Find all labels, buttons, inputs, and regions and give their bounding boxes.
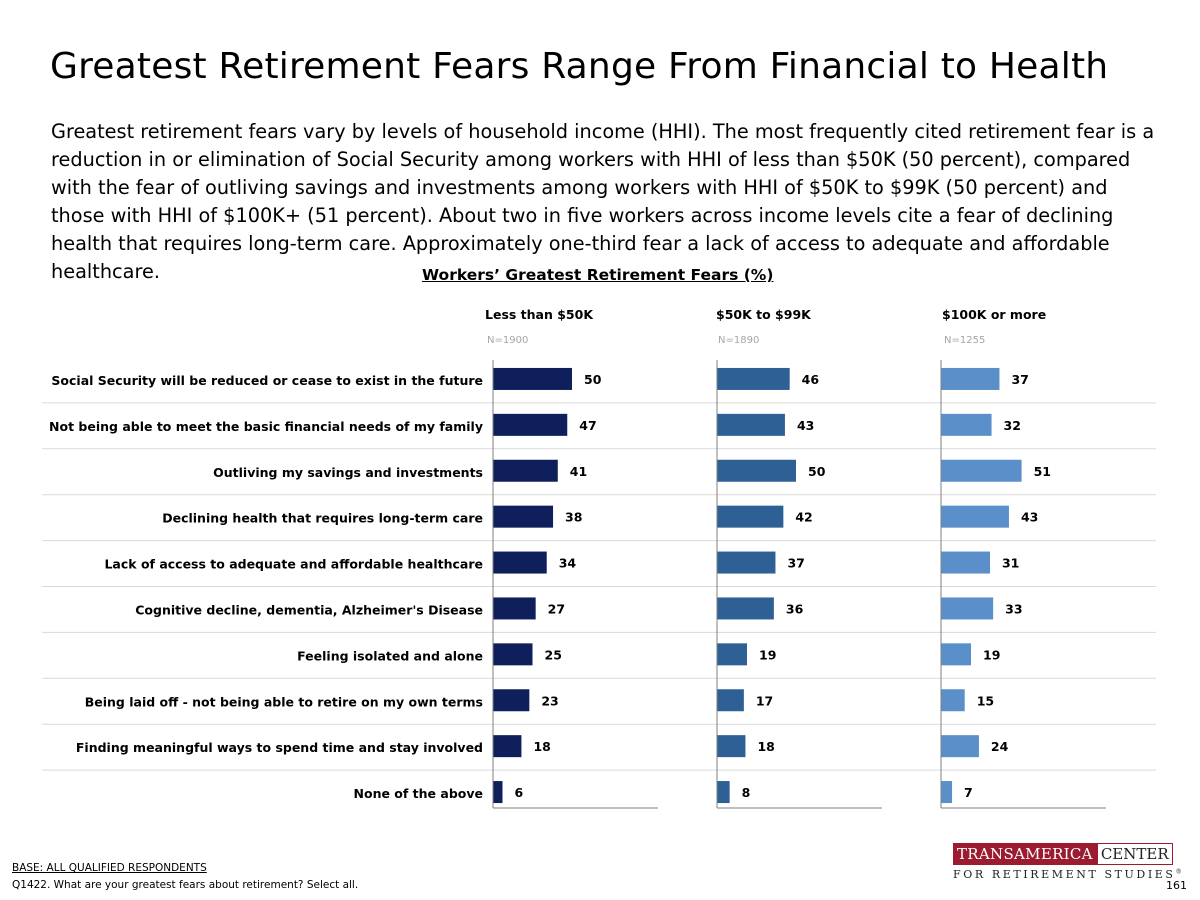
bar [717, 735, 746, 758]
category-label: Finding meaningful ways to spend time an… [76, 740, 483, 755]
data-label: 51 [1034, 464, 1051, 479]
data-label: 23 [541, 693, 558, 708]
bar [493, 459, 558, 482]
bar [941, 459, 1022, 482]
column-n-less-than-50k: N=1900 [487, 335, 529, 346]
bar [717, 459, 796, 482]
data-label: 37 [1011, 372, 1028, 387]
data-label: 37 [787, 556, 804, 571]
data-label: 43 [1021, 510, 1038, 525]
bar [717, 367, 790, 390]
bar [717, 689, 744, 712]
data-label: 18 [533, 739, 550, 754]
bar [717, 551, 776, 574]
logo-registered-mark: ® [1175, 868, 1185, 876]
base-note: BASE: ALL QUALIFIED RESPONDENTS [12, 862, 207, 874]
data-label: 19 [759, 647, 776, 662]
data-label: 50 [584, 372, 602, 387]
data-label: 34 [559, 556, 577, 571]
category-label: Lack of access to adequate and affordabl… [104, 557, 483, 572]
page-title: Greatest Retirement Fears Range From Fin… [50, 46, 1109, 87]
bar [941, 781, 953, 804]
data-label: 46 [802, 372, 820, 387]
question-note: Q1422. What are your greatest fears abou… [12, 879, 359, 891]
category-label: Cognitive decline, dementia, Alzheimer's… [135, 602, 483, 617]
bar [493, 689, 530, 712]
data-label: 8 [742, 785, 751, 800]
data-label: 19 [983, 647, 1000, 662]
bar [941, 505, 1009, 528]
bar [941, 735, 979, 758]
category-label: Social Security will be reduced or cease… [51, 373, 483, 388]
bar [493, 551, 547, 574]
category-label: Being laid off - not being able to retir… [85, 694, 483, 709]
bar [493, 643, 533, 666]
bar [493, 505, 554, 528]
column-n-50k-to-99k: N=1890 [718, 335, 760, 346]
slide-body-text: Greatest retirement fears vary by levels… [51, 120, 1155, 283]
category-label: None of the above [354, 786, 483, 801]
bar [493, 735, 522, 758]
bar [941, 551, 990, 574]
data-label: 38 [565, 510, 582, 525]
data-label: 50 [808, 464, 826, 479]
category-label: Not being able to meet the basic financi… [49, 419, 483, 434]
column-header-less-than-50k: Less than $50K [485, 307, 594, 322]
chart-title: Workers’ Greatest Retirement Fears (%) [422, 266, 774, 284]
category-label: Feeling isolated and alone [297, 648, 483, 663]
bar [717, 781, 730, 804]
logo-wordmark-left: TRANSAMERICA [953, 843, 1097, 865]
bar [941, 413, 992, 436]
data-label: 6 [514, 785, 523, 800]
data-label: 25 [545, 647, 562, 662]
category-label: Outliving my savings and investments [213, 465, 483, 480]
bar [717, 643, 748, 666]
logo-tagline: FOR RETIREMENT STUDIES [953, 868, 1176, 881]
data-label: 24 [991, 739, 1009, 754]
bar [941, 689, 965, 712]
category-label: Declining health that requires long-term… [162, 511, 483, 526]
bar [717, 597, 774, 620]
bar [493, 367, 572, 390]
bar [941, 367, 1000, 390]
bar [493, 781, 503, 804]
data-label: 33 [1005, 601, 1022, 616]
data-label: 7 [964, 785, 973, 800]
page-number: 161 [1166, 879, 1187, 892]
logo-wordmark-right: CENTER [1096, 843, 1173, 865]
bar [717, 505, 784, 528]
bar [717, 413, 785, 436]
data-label: 47 [579, 418, 596, 433]
data-label: 32 [1004, 418, 1021, 433]
data-label: 18 [757, 739, 774, 754]
bar [941, 643, 972, 666]
data-label: 43 [797, 418, 814, 433]
data-label: 15 [977, 693, 994, 708]
column-header-50k-to-99k: $50K to $99K [716, 307, 811, 322]
column-n-100k-or-more: N=1255 [944, 335, 986, 346]
data-label: 27 [548, 601, 565, 616]
data-label: 42 [795, 510, 812, 525]
bar [493, 413, 568, 436]
data-label: 17 [756, 693, 773, 708]
data-label: 31 [1002, 556, 1019, 571]
transamerica-logo: TRANSAMERICA CENTER FOR RETIREMENT STUDI… [953, 843, 1182, 885]
data-label: 36 [786, 601, 804, 616]
column-header-100k-or-more: $100K or more [942, 307, 1047, 322]
bar [493, 597, 536, 620]
data-label: 41 [570, 464, 587, 479]
bar [941, 597, 994, 620]
